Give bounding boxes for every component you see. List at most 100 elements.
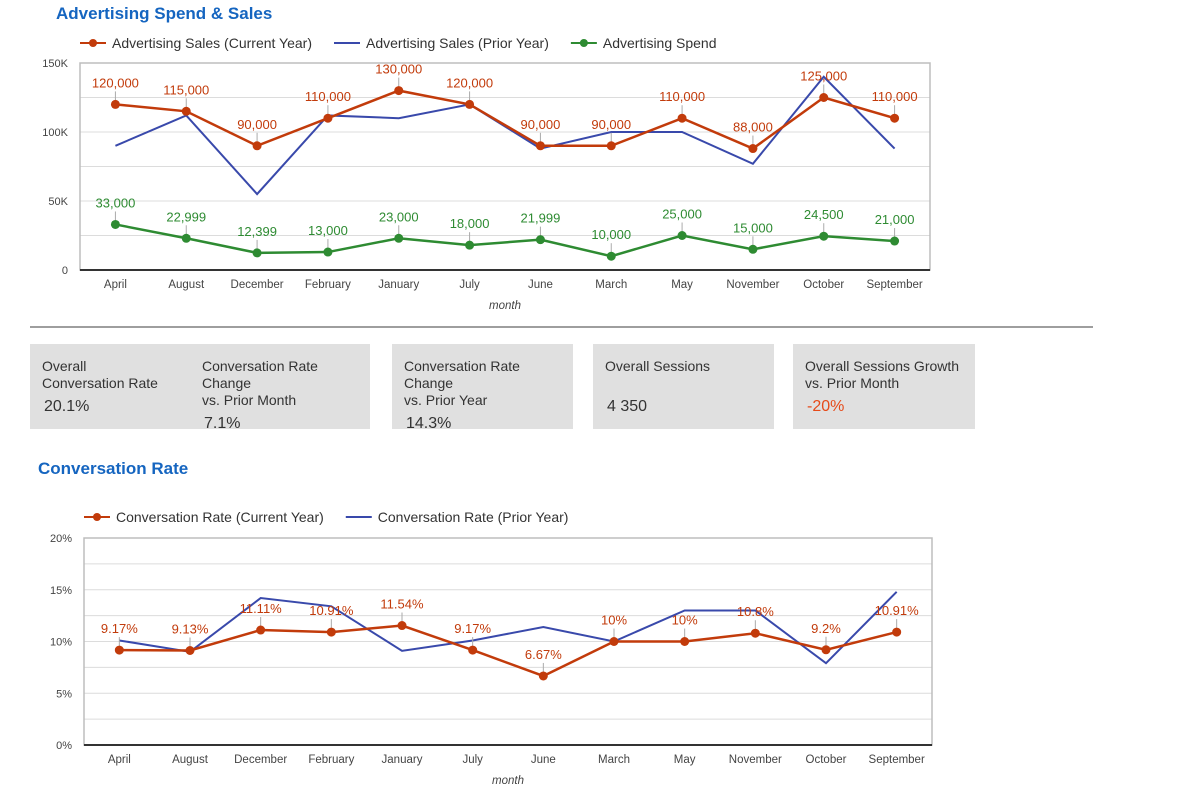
data-point xyxy=(677,113,687,123)
data-label: 120,000 xyxy=(92,75,139,90)
data-point xyxy=(680,637,690,646)
kpi-label: Overall Conversation Rate xyxy=(42,358,158,391)
kpi-value: 4 350 xyxy=(607,398,648,415)
data-point xyxy=(252,141,262,151)
data-point xyxy=(181,106,191,116)
x-tick-label: February xyxy=(305,279,351,291)
x-tick-label: January xyxy=(382,754,423,766)
data-point xyxy=(110,219,120,229)
data-label: 10,000 xyxy=(591,227,631,242)
data-label: 13,000 xyxy=(308,223,348,238)
data-point xyxy=(181,233,191,243)
series-line xyxy=(115,89,895,150)
legend-label: Advertising Sales (Prior Year) xyxy=(366,35,549,51)
data-label: 110,000 xyxy=(872,89,918,104)
y-tick-label: 0% xyxy=(56,740,72,752)
data-point xyxy=(890,113,900,123)
data-point xyxy=(114,645,124,655)
x-tick-label: December xyxy=(231,279,284,291)
x-tick-label: January xyxy=(378,279,419,291)
x-tick-label: August xyxy=(172,754,209,766)
y-tick-label: 100K xyxy=(42,127,68,139)
data-label: 110,000 xyxy=(659,89,705,104)
data-point xyxy=(256,625,266,635)
data-label: 10.91% xyxy=(309,603,354,618)
series-line xyxy=(119,591,898,665)
data-point xyxy=(323,247,333,257)
data-label: 90,000 xyxy=(521,117,561,132)
data-label: 130,000 xyxy=(375,62,422,77)
data-point xyxy=(252,248,262,258)
data-label: 12,399 xyxy=(237,224,277,239)
data-label: 9.17% xyxy=(454,621,491,636)
x-tick-label: March xyxy=(595,279,627,291)
kpi-overall-conversion-rate: Overall Conversation Rate 20.1% xyxy=(30,344,190,429)
x-axis-title: month xyxy=(489,300,521,312)
kpi-label: Conversation Rate Change vs. Prior Month xyxy=(202,358,318,408)
kpi-conversion-change-year: Conversation Rate Change vs. Prior Year … xyxy=(392,344,573,432)
x-tick-label: July xyxy=(462,754,483,766)
data-label: 115,000 xyxy=(163,82,209,97)
data-point xyxy=(394,233,404,243)
series-line xyxy=(115,75,896,196)
x-tick-label: May xyxy=(671,279,693,291)
series-line xyxy=(115,223,895,258)
data-point xyxy=(185,646,195,656)
data-point xyxy=(819,93,829,102)
data-point xyxy=(606,141,616,151)
data-point xyxy=(465,99,475,109)
kpi-value: 20.1% xyxy=(44,398,90,415)
data-label: 18,000 xyxy=(450,216,490,231)
x-tick-label: August xyxy=(168,279,205,291)
x-tick-label: March xyxy=(598,754,630,766)
x-tick-label: November xyxy=(729,754,782,766)
data-label: 90,000 xyxy=(237,117,277,132)
data-point xyxy=(890,236,900,246)
x-tick-label: September xyxy=(866,279,922,291)
chart-title-conversion: Conversation Rate xyxy=(38,459,189,478)
data-point xyxy=(819,231,829,241)
data-label: 11.11% xyxy=(240,601,283,616)
legend-label: Advertising Spend xyxy=(603,35,717,51)
data-point xyxy=(609,637,619,646)
x-tick-label: November xyxy=(726,279,779,291)
data-label: 125,000 xyxy=(800,69,847,84)
data-label: 10.8% xyxy=(737,604,774,619)
data-point xyxy=(535,235,545,245)
data-label: 25,000 xyxy=(662,207,702,222)
data-point xyxy=(397,621,407,631)
data-label: 11.54% xyxy=(380,597,424,612)
y-tick-label: 50K xyxy=(48,196,68,208)
chart-title-ad-spend: Advertising Spend & Sales xyxy=(56,4,273,23)
y-tick-label: 5% xyxy=(56,688,72,700)
data-point xyxy=(535,141,545,151)
data-label: 23,000 xyxy=(379,209,419,224)
x-tick-label: February xyxy=(308,754,354,766)
x-axis-title: month xyxy=(492,775,524,787)
x-tick-label: July xyxy=(459,279,480,291)
data-point xyxy=(468,645,478,655)
data-label: 10% xyxy=(672,613,698,628)
data-label: 33,000 xyxy=(96,195,136,210)
legend-label: Advertising Sales (Current Year) xyxy=(112,35,312,51)
kpi-sessions-growth: Overall Sessions Growth vs. Prior Month … xyxy=(793,344,975,429)
x-tick-label: June xyxy=(528,279,553,291)
y-tick-label: 20% xyxy=(50,533,72,545)
data-point xyxy=(326,627,336,637)
data-label: 9.13% xyxy=(172,622,209,637)
x-tick-label: June xyxy=(531,754,556,766)
legend-label: Conversation Rate (Prior Year) xyxy=(378,509,569,525)
y-tick-label: 150K xyxy=(42,58,68,70)
data-label: 9.2% xyxy=(811,621,841,636)
data-point xyxy=(110,99,120,109)
data-point xyxy=(677,231,687,240)
y-tick-label: 15% xyxy=(50,585,72,597)
data-label: 110,000 xyxy=(305,89,351,104)
kpi-label: Overall Sessions Growth vs. Prior Month xyxy=(805,358,960,391)
x-tick-label: April xyxy=(108,754,131,766)
y-tick-label: 10% xyxy=(50,637,72,649)
data-point xyxy=(821,645,831,655)
data-label: 21,999 xyxy=(521,211,561,226)
x-tick-label: September xyxy=(869,754,925,766)
